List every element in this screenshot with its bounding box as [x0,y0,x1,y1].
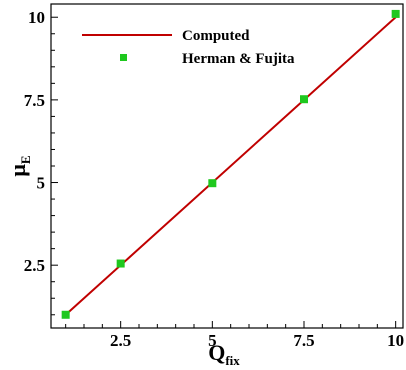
data-point-herman-fujita [208,179,217,188]
data-point-herman-fujita [391,9,400,18]
y-axis-title: μE [5,155,33,176]
x-tick-label: 7.5 [293,331,314,350]
y-tick-label: 10 [28,8,45,27]
y-axis-title-sub: E [18,155,33,164]
x-tick-label: 2.5 [110,331,131,350]
data-point-herman-fujita [116,259,125,268]
x-axis-ticks: 2.5 5 7.5 10 [65,321,404,350]
x-axis-title-main: Q [208,340,225,365]
x-tick-label: 10 [387,331,404,350]
legend-marker-swatch [120,54,127,61]
x-tick-label: 5 [208,331,217,350]
x-axis-title: Qfix [208,340,240,368]
y-tick-label: 2.5 [24,256,45,275]
x-axis-title-sub: fix [225,353,240,368]
data-point-herman-fujita [300,95,308,104]
data-point-herman-fujita [61,310,70,319]
legend-label-computed: Computed [182,28,250,44]
legend-label-herman-fujita: Herman & Fujita [182,51,295,67]
series-layer [61,9,400,319]
y-axis-ticks: 2.5 5 7.5 10 [24,8,58,316]
legend: Computed Herman & Fujita [82,28,295,67]
y-axis-title-main: μ [5,164,30,177]
y-tick-label: 5 [37,174,46,193]
y-tick-label: 7.5 [24,91,45,110]
